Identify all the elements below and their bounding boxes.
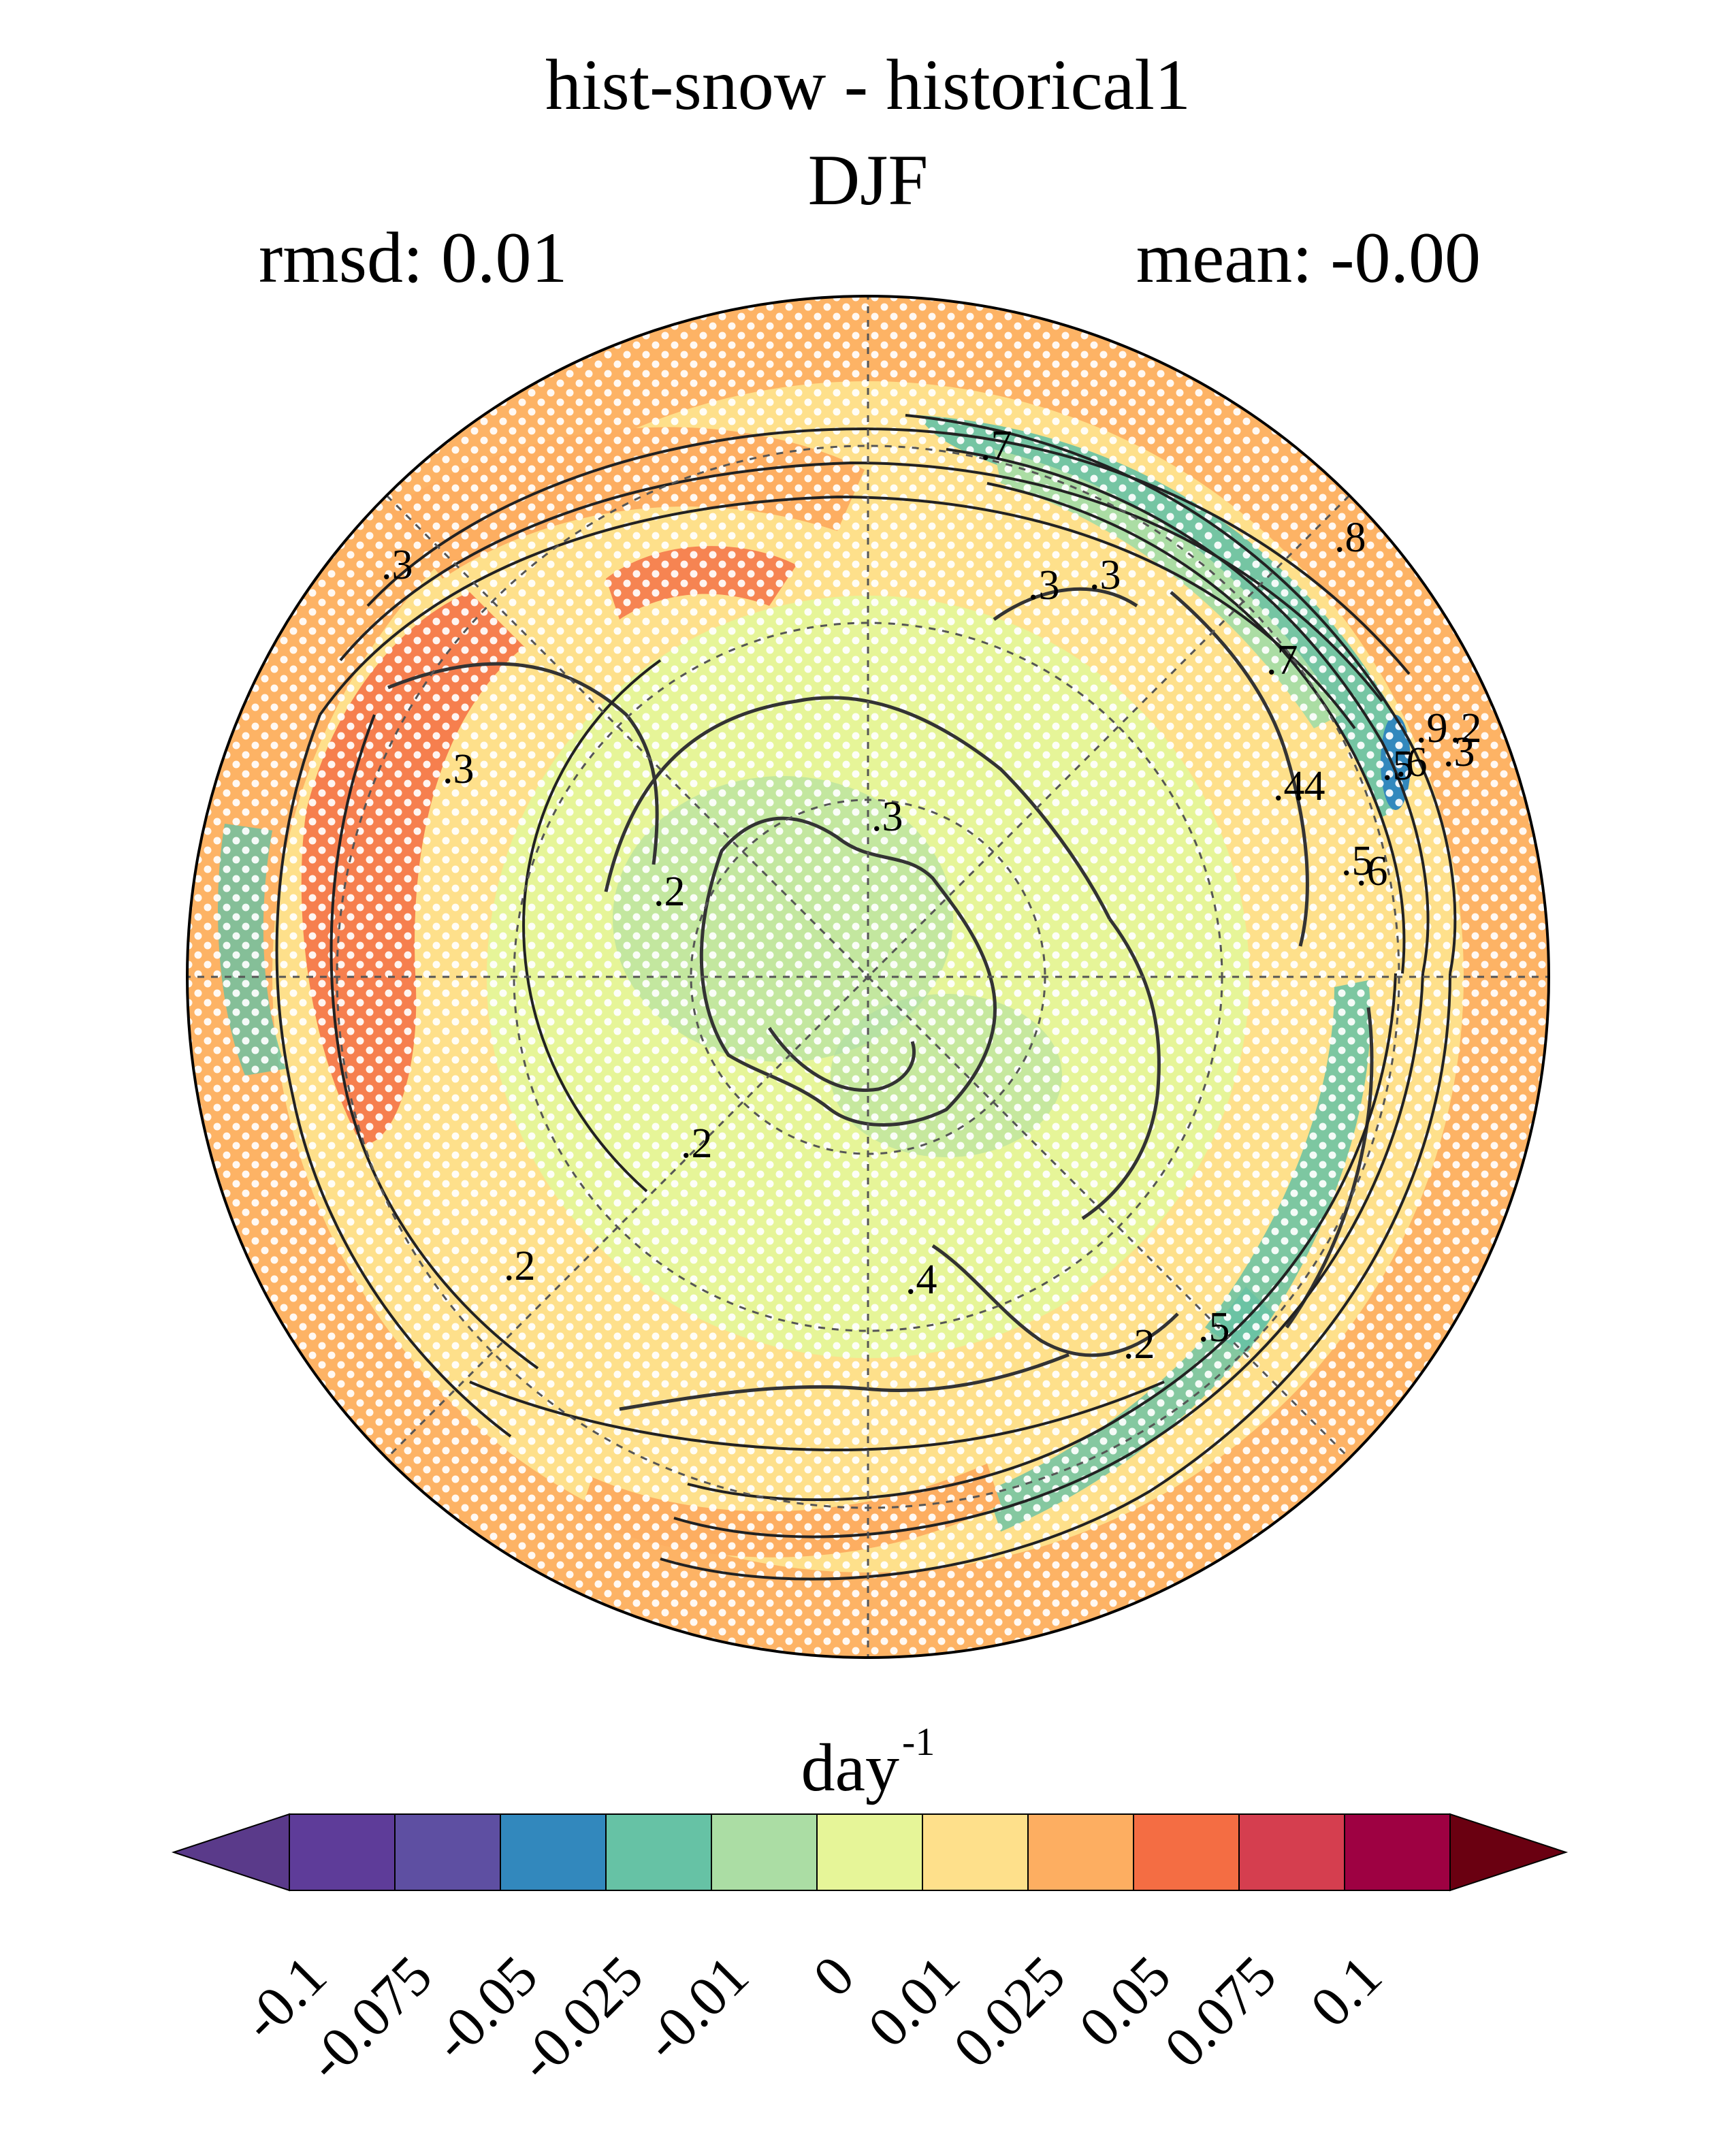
colorbar-tick-label: -0.01 xyxy=(632,1943,761,2073)
colorbar-swatch xyxy=(1027,1813,1134,1891)
colorbar-swatch xyxy=(711,1813,818,1891)
contour-label: .5 xyxy=(1341,838,1373,884)
colorbar-swatch xyxy=(500,1813,607,1891)
colorbar-tick-label: 0.075 xyxy=(1153,1943,1289,2080)
arctic-coast xyxy=(699,816,997,1127)
eurasia-coast-north xyxy=(604,696,1112,920)
map-field xyxy=(187,296,1549,1658)
contour-9 xyxy=(687,973,1397,1502)
colorbar-tick-label: 0 xyxy=(801,1943,867,2010)
colorbar-tick-label: 0.025 xyxy=(942,1943,1078,2080)
contour-label: .3 xyxy=(1089,552,1121,598)
contour-8 xyxy=(673,973,1424,1538)
colorbar-swatch xyxy=(1133,1813,1240,1891)
map-border xyxy=(186,295,1550,1659)
contour-label: .6 xyxy=(1396,739,1428,786)
contour-label: .5 xyxy=(1382,743,1414,789)
europe-coast xyxy=(931,1244,1179,1357)
contour-label: .8 xyxy=(1334,515,1366,561)
mean-label: mean: -0.00 xyxy=(1136,218,1481,297)
contour-label: .4 xyxy=(1293,763,1325,809)
colorbar-swatch xyxy=(922,1813,1029,1891)
contour-12 xyxy=(469,1381,1165,1452)
contour-label: .4 xyxy=(1273,763,1305,809)
america-coast-west xyxy=(1170,591,1309,947)
contour-label: .3 xyxy=(1028,562,1060,609)
contour-label: .4 xyxy=(905,1257,937,1303)
siberia-coast xyxy=(387,662,659,865)
contour-label: .2 xyxy=(681,1120,713,1167)
contour-label: .2 xyxy=(1450,705,1482,752)
unit-exponent: -1 xyxy=(902,1720,935,1764)
colorbar-unit: day-1 xyxy=(0,1722,1736,1802)
contour-label: .5 xyxy=(1198,1304,1230,1351)
contour-3 xyxy=(319,495,1356,730)
contour-label: .2 xyxy=(654,869,686,915)
colorbar xyxy=(171,1813,1569,1892)
colorbar-tick-label: 0.1 xyxy=(1298,1943,1394,2039)
colorbar-under-triangle xyxy=(171,1813,290,1892)
canada-coast xyxy=(1081,918,1161,1221)
contour-1 xyxy=(366,427,1411,675)
contour-10 xyxy=(275,714,512,1438)
coastlines xyxy=(387,587,1374,1411)
contour-labels: .7.3.3.3.3.3.2.2.2.4.4.5.5.6.6.7.8.9.2.3… xyxy=(381,423,1482,1368)
colorbar-over-triangle xyxy=(1449,1813,1569,1892)
contour-label: .2 xyxy=(504,1243,536,1289)
contours xyxy=(275,414,1457,1581)
greenland-coast xyxy=(767,1027,916,1092)
contour-label: .6 xyxy=(1356,848,1388,894)
colorbar-swatch xyxy=(816,1813,923,1891)
contour-label: .9 xyxy=(1416,705,1448,752)
season-label: DJF xyxy=(807,140,929,220)
colorbar-swatch xyxy=(605,1813,712,1891)
unit-text: day xyxy=(801,1730,900,1805)
graticule xyxy=(187,296,1549,1658)
contour-11 xyxy=(329,714,539,1370)
contour-label: .3 xyxy=(443,746,475,792)
america-coast-east xyxy=(1285,1007,1374,1329)
colorbar-tick-label: -0.025 xyxy=(506,1943,656,2093)
polar-map: .7.3.3.3.3.3.2.2.2.4.4.5.5.6.6.7.8.9.2.3… xyxy=(186,295,1550,1659)
contour-label: .3 xyxy=(1443,729,1475,775)
colorbar-tick-label: -0.075 xyxy=(295,1943,445,2093)
contour-7 xyxy=(660,973,1451,1581)
contour-label: .7 xyxy=(980,423,1012,469)
africa-coast xyxy=(619,1353,1070,1411)
rmsd-label: rmsd: 0.01 xyxy=(259,218,568,297)
contour-label: .3 xyxy=(871,794,903,840)
contour-2 xyxy=(339,461,1383,703)
alaska-coast xyxy=(993,587,1138,622)
contour-label: .2 xyxy=(1123,1321,1155,1368)
colorbar-swatch xyxy=(289,1813,396,1891)
colorbar-swatch xyxy=(1238,1813,1345,1891)
contour-5 xyxy=(946,448,1430,974)
contour-label: .3 xyxy=(381,542,413,588)
contour-13 xyxy=(522,659,662,1193)
chart-title: hist-snow - historical1 xyxy=(545,45,1191,125)
contour-label: .7 xyxy=(1266,637,1298,683)
contour-4 xyxy=(905,414,1457,974)
colorbar-swatch xyxy=(394,1813,501,1891)
colorbar-swatch xyxy=(1344,1813,1451,1891)
